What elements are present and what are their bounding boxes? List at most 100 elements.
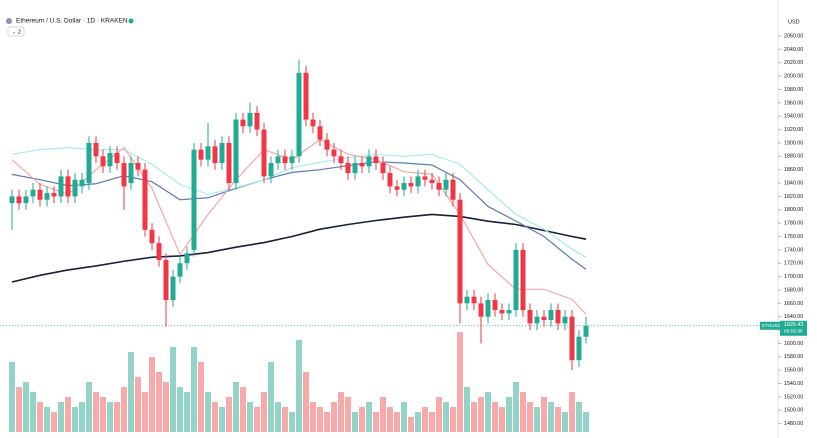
candle-body [310, 119, 316, 127]
moving-average [11, 161, 587, 270]
volume-bar [408, 417, 414, 432]
volume-bar [541, 397, 547, 432]
volume-bar [289, 412, 295, 432]
moving-average [11, 213, 587, 283]
y-tick-label: 1900.00 [784, 140, 803, 146]
candle-body [226, 142, 232, 184]
candle-body [79, 179, 85, 187]
volume-bar [513, 382, 519, 432]
candle-body [212, 146, 218, 164]
candle-body [520, 249, 526, 311]
volume-bar [23, 382, 29, 432]
ticker-label: ETHUSD [762, 323, 782, 328]
volume-bar [359, 407, 365, 432]
y-tick-label: 2040.00 [784, 47, 803, 53]
candle-body [205, 146, 211, 160]
volume-bar [135, 377, 141, 432]
candle-body [478, 303, 484, 317]
volume-bar [436, 397, 442, 432]
volume-bar [534, 407, 540, 432]
candle-body [23, 196, 29, 204]
candle-body [135, 163, 141, 170]
y-tick-label: 1780.00 [784, 221, 803, 227]
volume-bar [44, 407, 50, 432]
volume-bar [254, 407, 260, 432]
volume-bar [506, 397, 512, 432]
volume-bar [394, 412, 400, 432]
y-tick-label: 1480.00 [784, 421, 803, 427]
candle-body [9, 196, 15, 204]
currency-label[interactable]: USD [788, 19, 800, 25]
candle-body [268, 163, 274, 177]
volume-bar [219, 407, 225, 432]
volume-bar [79, 402, 85, 432]
candle-body [191, 149, 197, 250]
volume-bar [163, 382, 169, 432]
volume-bar [247, 402, 253, 432]
volume-bar [58, 402, 64, 432]
volume-bar [121, 387, 127, 432]
candle-body [16, 196, 22, 204]
candle-body [569, 316, 575, 361]
y-tick-label: 1860.00 [784, 167, 803, 173]
candle-body [506, 310, 512, 314]
volume-bar [128, 352, 134, 432]
candle-body [429, 179, 435, 184]
candle-body [282, 156, 288, 164]
volume-bar [37, 402, 43, 432]
candle-body [198, 149, 204, 160]
y-tick-label: 1540.00 [784, 381, 803, 387]
candle-body [156, 243, 162, 260]
candle-body [289, 156, 295, 164]
candle-body [261, 129, 267, 177]
price-tag [780, 320, 807, 336]
volume-bar [443, 402, 449, 432]
volume-bar [527, 402, 533, 432]
indicator-toggle[interactable] [7, 26, 25, 37]
candle-body [366, 156, 372, 167]
candle-body [128, 163, 134, 184]
y-tick-label: 1660.00 [784, 301, 803, 307]
candle-body [555, 310, 561, 324]
volume-bar [191, 347, 197, 432]
volume-bar [226, 397, 232, 432]
candle-body [170, 276, 176, 301]
volume-bar [282, 407, 288, 432]
y-tick-label: 1500.00 [784, 408, 803, 414]
candle-body [219, 142, 225, 164]
ticker-tag [760, 321, 780, 330]
candle-body [254, 112, 260, 130]
y-tick-label: 1820.00 [784, 194, 803, 200]
volume-bar [184, 392, 190, 432]
volume-bar [576, 402, 582, 432]
candle-body [149, 229, 155, 244]
candle-body [541, 316, 547, 321]
y-tick-label: 1520.00 [784, 394, 803, 400]
candle-body [534, 316, 540, 324]
candle-body [331, 149, 337, 157]
candle-body [240, 119, 246, 127]
candle-body [184, 253, 190, 264]
volume-bar [9, 362, 15, 432]
candle-body [576, 336, 582, 361]
indicator-count: 2 [18, 29, 21, 35]
candle-body [296, 72, 302, 157]
candle-body [359, 163, 365, 167]
candle-body [443, 179, 449, 190]
volume-bar [149, 357, 155, 432]
volume-bar [583, 412, 589, 432]
candle-body [93, 142, 99, 157]
candle-body [65, 176, 71, 197]
volume-bar [324, 412, 330, 432]
candle-body [345, 163, 351, 174]
volume-bar [562, 412, 568, 432]
candle-body [142, 169, 148, 230]
candle-body [387, 173, 393, 187]
candle-body [233, 119, 239, 184]
candle-body [121, 163, 127, 187]
volume-bar [65, 397, 71, 432]
volume-bar [548, 402, 554, 432]
candle-body [373, 156, 379, 164]
